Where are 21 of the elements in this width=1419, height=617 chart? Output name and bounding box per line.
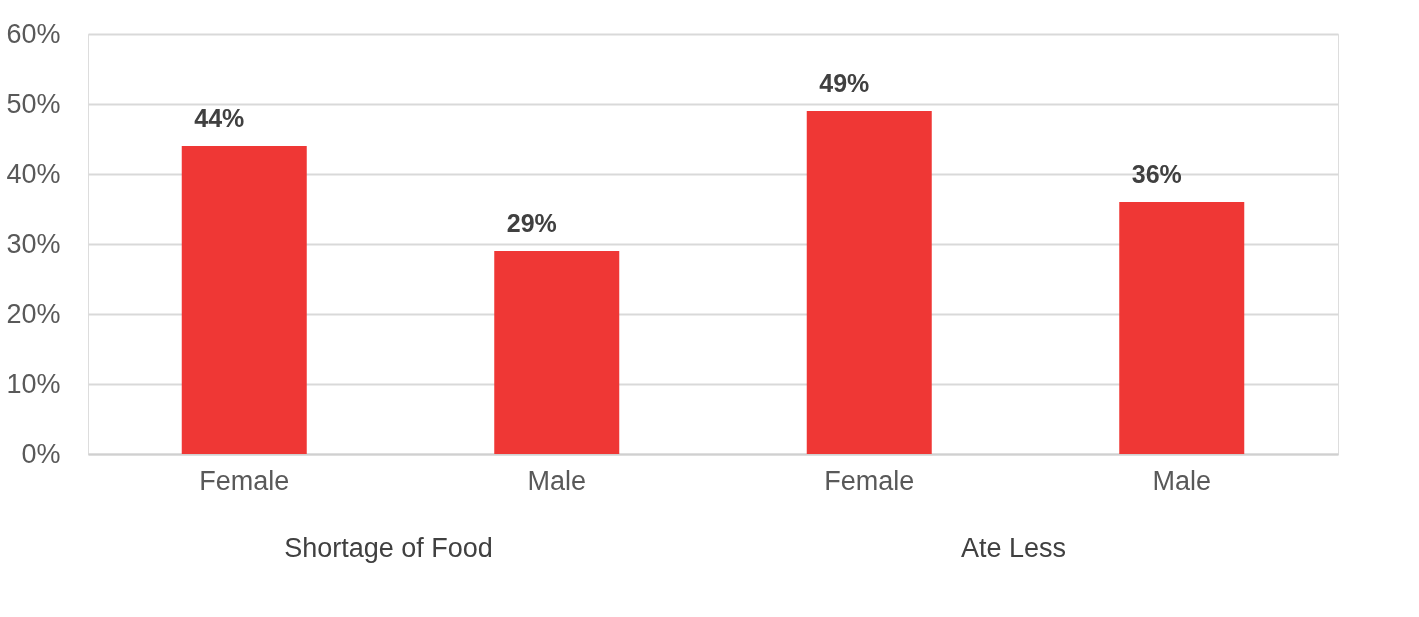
y-tick-label: 60% xyxy=(6,18,61,49)
text: Shortage of Food xyxy=(284,533,493,563)
bar xyxy=(181,146,307,454)
data-label: 36% xyxy=(1131,160,1182,188)
data-label: 49% xyxy=(819,69,870,97)
x-tick-label: Male xyxy=(527,465,587,496)
y-tick-label: 40% xyxy=(6,158,61,189)
y-tick-label: 20% xyxy=(6,298,61,329)
bar xyxy=(494,251,620,454)
bar xyxy=(806,111,932,454)
x-tick-label: Male xyxy=(1152,465,1212,496)
y-tick-label: 50% xyxy=(6,88,61,119)
y-tick-label: 30% xyxy=(6,228,61,259)
x-tick-label: Female xyxy=(199,465,290,496)
y-tick-label: 0% xyxy=(21,438,61,469)
text: Ate Less xyxy=(960,533,1067,563)
bar xyxy=(1119,202,1245,454)
data-label: 29% xyxy=(506,209,557,237)
data-label: 44% xyxy=(194,104,245,132)
y-tick-label: 10% xyxy=(6,368,61,399)
x-tick-label: Female xyxy=(824,465,915,496)
